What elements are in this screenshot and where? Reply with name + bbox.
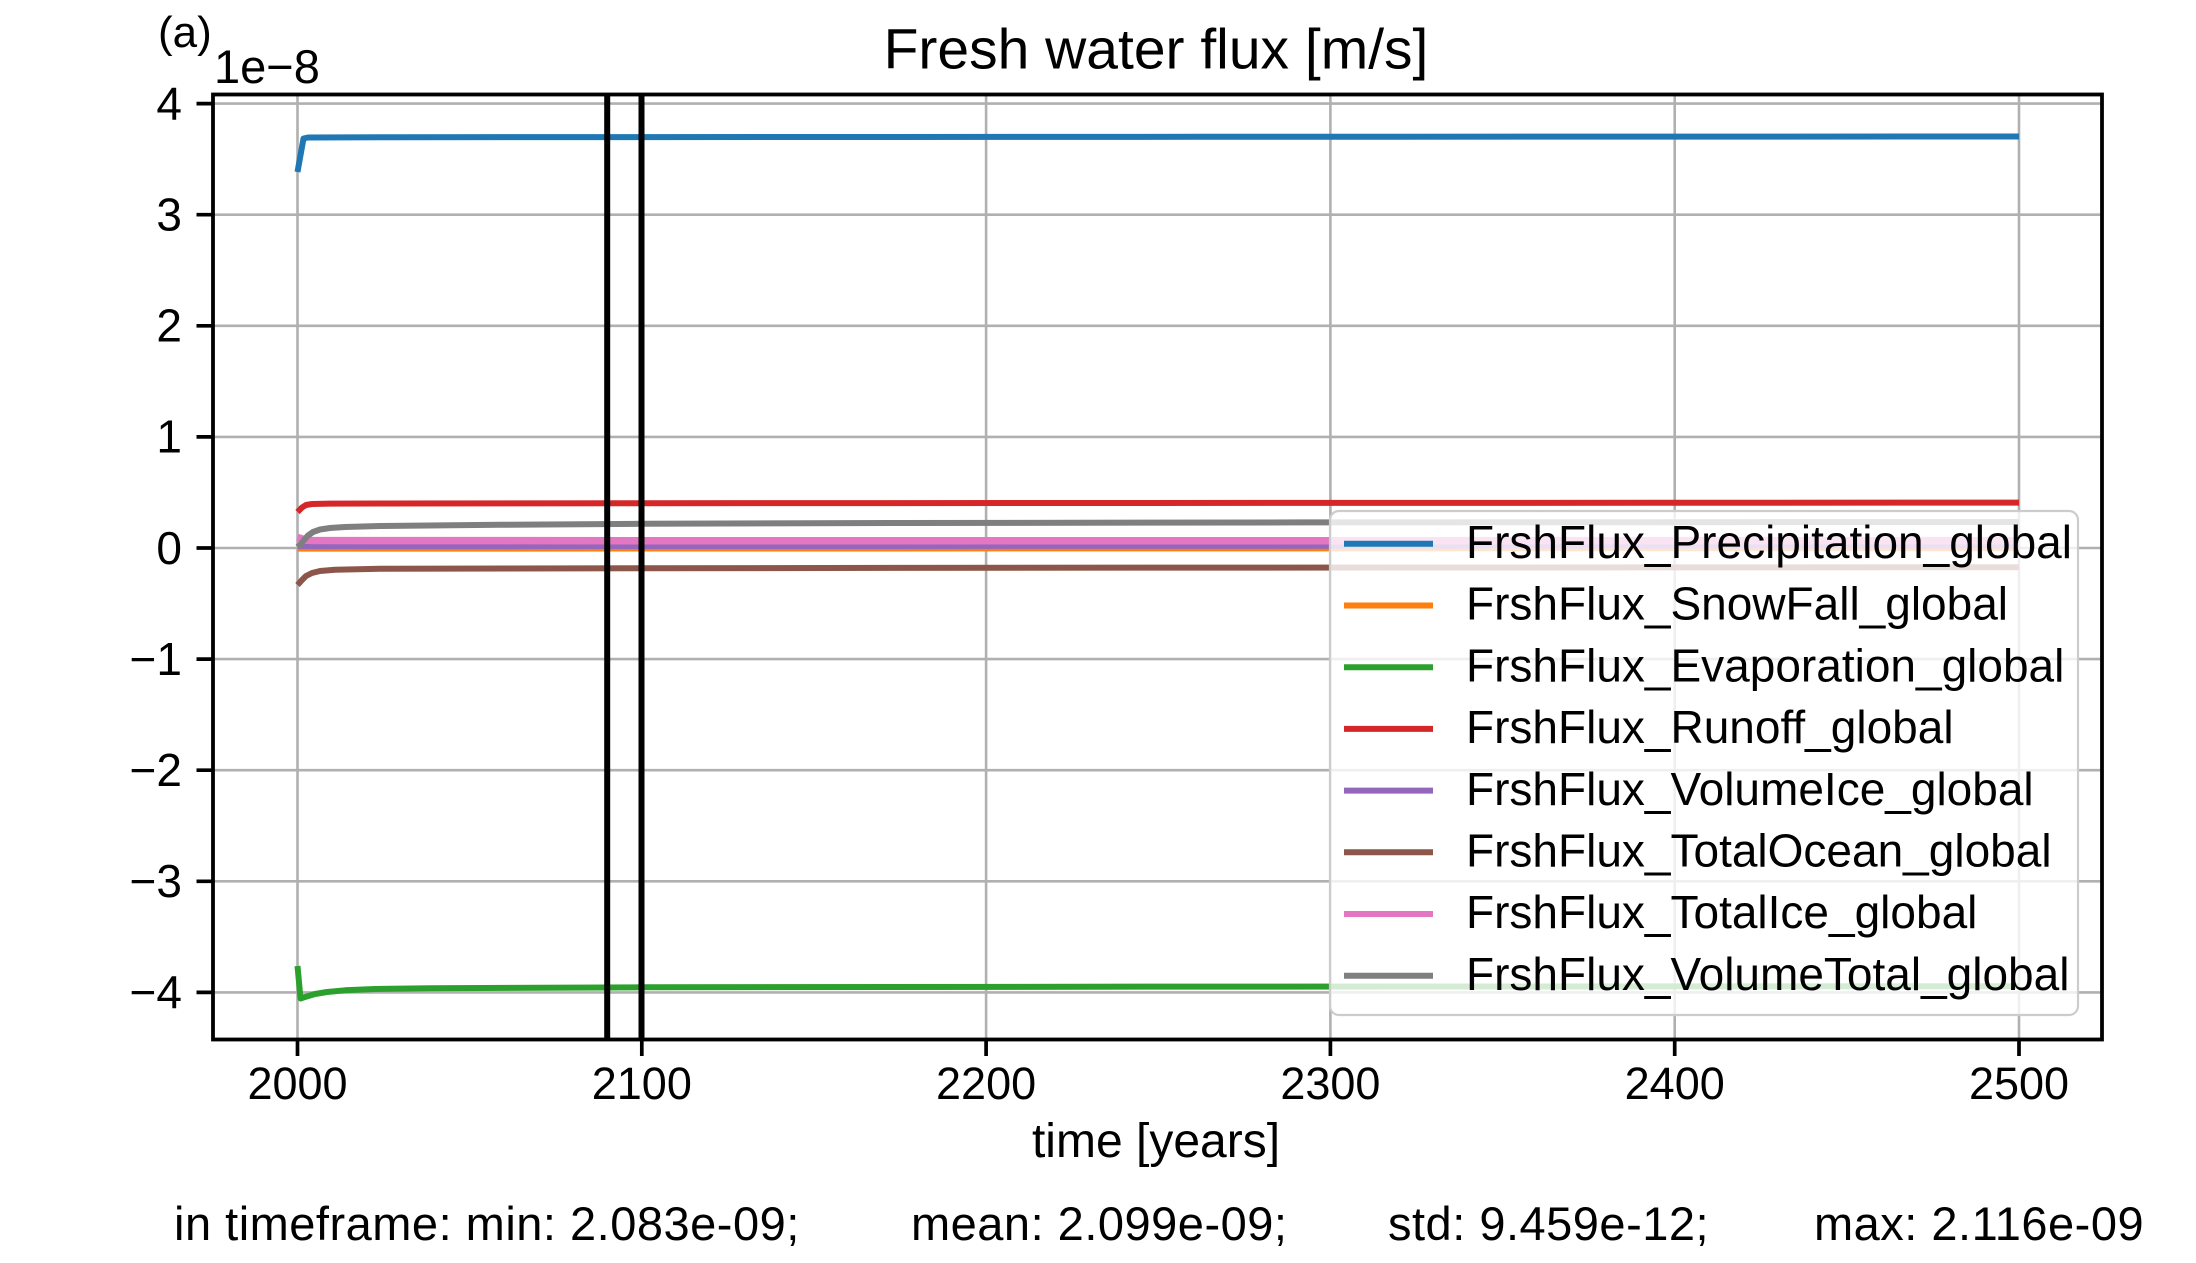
svg-text:std: 9.459e-12;: std: 9.459e-12; bbox=[1388, 1197, 1709, 1250]
svg-text:max: 2.116e-09: max: 2.116e-09 bbox=[1814, 1197, 2144, 1250]
svg-text:−3: −3 bbox=[130, 855, 182, 907]
svg-text:FrshFlux_Precipitation_global: FrshFlux_Precipitation_global bbox=[1466, 516, 2072, 568]
svg-text:3: 3 bbox=[156, 189, 182, 241]
svg-text:FrshFlux_VolumeTotal_global: FrshFlux_VolumeTotal_global bbox=[1466, 948, 2069, 1000]
svg-text:in timeframe: min: 2.083e-09;: in timeframe: min: 2.083e-09; bbox=[174, 1197, 800, 1250]
svg-text:−2: −2 bbox=[130, 744, 182, 796]
svg-text:time [years]: time [years] bbox=[1032, 1115, 1280, 1168]
svg-text:(a): (a) bbox=[158, 8, 212, 57]
svg-text:0: 0 bbox=[156, 522, 182, 574]
svg-text:4: 4 bbox=[156, 77, 182, 129]
svg-text:FrshFlux_TotalIce_global: FrshFlux_TotalIce_global bbox=[1466, 886, 1977, 938]
svg-text:Fresh water flux [m/s]: Fresh water flux [m/s] bbox=[884, 18, 1429, 82]
svg-text:FrshFlux_Runoff_global: FrshFlux_Runoff_global bbox=[1466, 701, 1954, 753]
svg-text:2100: 2100 bbox=[592, 1058, 692, 1109]
svg-text:mean: 2.099e-09;: mean: 2.099e-09; bbox=[911, 1197, 1287, 1250]
svg-text:1: 1 bbox=[156, 411, 182, 463]
svg-text:2: 2 bbox=[156, 300, 182, 352]
svg-text:−1: −1 bbox=[130, 633, 182, 685]
svg-text:FrshFlux_Evaporation_global: FrshFlux_Evaporation_global bbox=[1466, 639, 2064, 691]
svg-text:−4: −4 bbox=[130, 966, 182, 1018]
svg-text:2000: 2000 bbox=[247, 1058, 347, 1109]
svg-text:2500: 2500 bbox=[1969, 1058, 2069, 1109]
svg-text:FrshFlux_TotalOcean_global: FrshFlux_TotalOcean_global bbox=[1466, 825, 2052, 877]
svg-text:2300: 2300 bbox=[1280, 1058, 1380, 1109]
svg-text:FrshFlux_VolumeIce_global: FrshFlux_VolumeIce_global bbox=[1466, 763, 2034, 815]
svg-text:FrshFlux_SnowFall_global: FrshFlux_SnowFall_global bbox=[1466, 578, 2008, 630]
svg-text:2200: 2200 bbox=[936, 1058, 1036, 1109]
svg-text:2400: 2400 bbox=[1625, 1058, 1725, 1109]
svg-text:1e−8: 1e−8 bbox=[214, 40, 320, 93]
